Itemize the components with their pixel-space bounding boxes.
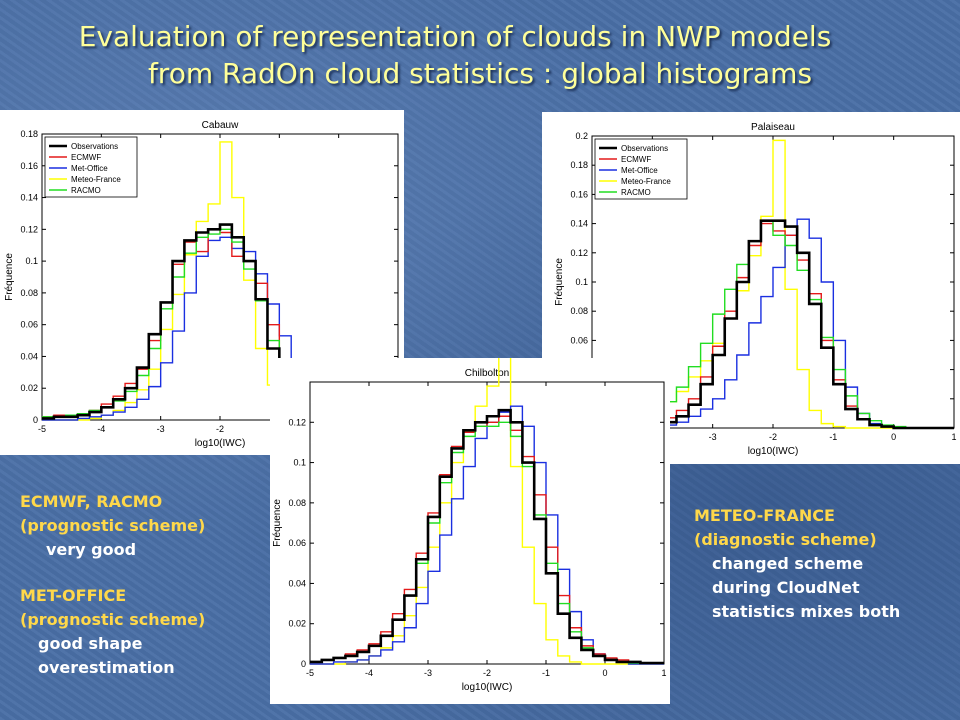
- y-axis-label: Fréquence: [554, 258, 565, 306]
- note-body-good-shape: good shape: [38, 634, 143, 653]
- y-axis-label: Fréquence: [4, 253, 15, 301]
- series-line-observations: [310, 408, 664, 665]
- x-axis-label: log10(IWC): [462, 682, 513, 693]
- y-tick-label: 0.02: [20, 383, 38, 393]
- notes-right: METEO-FRANCE (diagnostic scheme) changed…: [694, 504, 954, 624]
- title-line-1: Evaluation of representation of clouds i…: [78, 20, 832, 53]
- note-body-very-good: very good: [46, 540, 137, 559]
- chart-chilbolton: Chilbolton -5 -4 -3 -2 -1 0 1 0 0.02 0.04 0.06 0.08 0…: [272, 358, 667, 693]
- note-heading-meteo-france: METEO-FRANCE: [694, 506, 835, 525]
- legend-label: Meteo-France: [71, 175, 121, 184]
- y-tick-label: 0.12: [20, 224, 38, 234]
- legend-label: ECMWF: [621, 155, 651, 164]
- legend-label: Met-Office: [621, 166, 658, 175]
- y-tick-label: 0.1: [293, 458, 306, 468]
- x-tick-label: 1: [661, 668, 666, 678]
- y-tick-label: 0.04: [20, 351, 38, 361]
- y-tick-label: 0.08: [570, 306, 588, 316]
- x-tick-label: -2: [216, 424, 224, 434]
- y-tick-label: 0.08: [20, 288, 38, 298]
- legend-label: Meteo-France: [621, 177, 671, 186]
- note-body-changed-scheme: changed scheme: [712, 554, 864, 573]
- chart-title: Palaiseau: [751, 122, 795, 133]
- note-heading-diagnostic: (diagnostic scheme): [694, 530, 877, 549]
- note-heading-met-office: MET-OFFICE: [20, 586, 127, 605]
- x-tick-label: -1: [542, 668, 550, 678]
- x-axis-label: log10(IWC): [748, 446, 799, 457]
- y-tick-label: 0.08: [288, 498, 306, 508]
- legend-label: Met-Office: [71, 164, 108, 173]
- y-tick-label: 0.12: [570, 248, 588, 258]
- x-tick-label: -1: [829, 432, 837, 442]
- chart-title: Chilbolton: [465, 368, 509, 379]
- note-heading-prognostic-1: (prognostic scheme): [20, 516, 206, 535]
- y-tick-label: 0.2: [575, 131, 588, 141]
- y-tick-label: 0.02: [288, 619, 306, 629]
- y-tick-label: 0.16: [570, 189, 588, 199]
- note-heading-ecmwf-racmo: ECMWF, RACMO: [20, 492, 163, 511]
- x-tick-label: -3: [709, 432, 717, 442]
- note-body-overestimation: overestimation: [38, 658, 175, 677]
- y-tick-label: 0.18: [570, 160, 588, 170]
- y-tick-label: 0.1: [25, 256, 38, 266]
- x-tick-label: -4: [365, 668, 373, 678]
- legend-label: RACMO: [621, 188, 651, 197]
- chart-panel-cabauw: Cabauw-5-4-3-2-10100.020.040.060.080.10.…: [0, 110, 404, 455]
- x-tick-label: 0: [891, 432, 896, 442]
- y-tick-label: 0.1: [575, 277, 588, 287]
- y-tick-label: 0.18: [20, 129, 38, 139]
- title-line-2: from RadOn cloud statistics : global his…: [147, 57, 813, 90]
- y-tick-label: 0: [33, 415, 38, 425]
- x-tick-label: 0: [602, 668, 607, 678]
- y-tick-label: 0.04: [288, 578, 306, 588]
- slide-title: Evaluation of representation of clouds i…: [0, 18, 960, 92]
- notes-left: ECMWF, RACMO (prognostic scheme) very go…: [20, 490, 270, 680]
- legend-label: Observations: [621, 144, 668, 153]
- y-tick-label: 0.12: [288, 417, 306, 427]
- x-axis-label: log10(IWC): [195, 438, 246, 449]
- chart-palaiseau: Palaiseau-5-4-3-2-10100.020.040.060.080.…: [554, 122, 957, 457]
- series-line-met-office: [592, 218, 954, 429]
- legend-label: ECMWF: [71, 153, 101, 162]
- x-tick-label: -5: [306, 668, 314, 678]
- y-tick-label: 0.06: [570, 335, 588, 345]
- x-tick-label: -3: [424, 668, 432, 678]
- y-tick-label: 0.06: [20, 320, 38, 330]
- x-tick-label: -3: [157, 424, 165, 434]
- legend-label: Observations: [71, 142, 118, 151]
- y-tick-label: 0: [301, 659, 306, 669]
- chart-title: Cabauw: [202, 120, 239, 131]
- y-axis-label: Fréquence: [272, 499, 283, 547]
- note-body-during-cloudnet: during CloudNet: [712, 578, 860, 597]
- y-tick-label: 0.16: [20, 161, 38, 171]
- x-tick-label: -5: [38, 424, 46, 434]
- note-body-statistics: statistics mixes both: [712, 602, 901, 621]
- y-tick-label: 0.14: [20, 193, 38, 203]
- legend-label: RACMO: [71, 186, 101, 195]
- x-tick-label: -2: [769, 432, 777, 442]
- chart-panel-chilbolton: Chilbolton -5 -4 -3 -2 -1 0 1 0 0.02 0.04 0.06 0.08 0…: [270, 358, 670, 704]
- y-tick-label: 0.06: [288, 538, 306, 548]
- x-tick-label: 1: [951, 432, 956, 442]
- note-heading-prognostic-2: (prognostic scheme): [20, 610, 206, 629]
- x-tick-label: -4: [97, 424, 105, 434]
- y-tick-label: 0.14: [570, 219, 588, 229]
- x-tick-label: -2: [483, 668, 491, 678]
